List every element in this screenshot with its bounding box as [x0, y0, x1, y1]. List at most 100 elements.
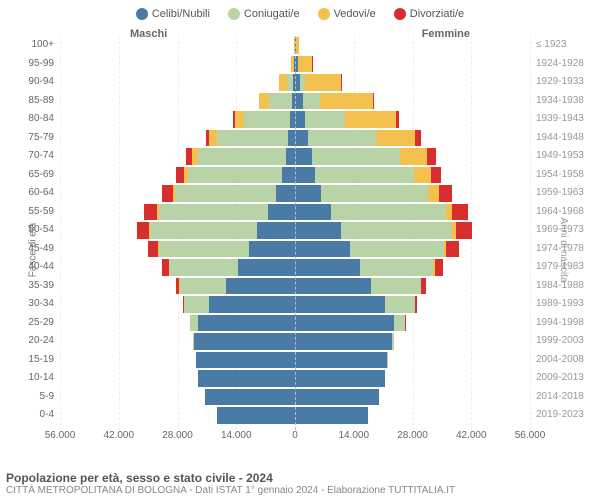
segment: [295, 204, 331, 221]
birth-label: 2009-2013: [536, 369, 596, 388]
segment: [238, 259, 295, 276]
segment: [427, 148, 435, 165]
segment: [428, 185, 438, 202]
segment: [180, 278, 226, 295]
age-label: 65-69: [12, 166, 54, 185]
segment: [209, 130, 217, 147]
segment: [268, 204, 295, 221]
segment: [415, 130, 421, 147]
segment: [295, 315, 394, 332]
legend-dot: [228, 8, 240, 20]
segment: [269, 93, 292, 110]
segment: [159, 204, 268, 221]
age-label: 35-39: [12, 277, 54, 296]
x-tick: 14.000: [221, 430, 252, 441]
segment: [288, 130, 295, 147]
segment: [286, 148, 295, 165]
age-label: 75-79: [12, 129, 54, 148]
legend-dot: [394, 8, 406, 20]
legend-dot: [136, 8, 148, 20]
legend-item: Divorziati/e: [394, 8, 464, 20]
x-tick: 56.000: [45, 430, 76, 441]
segment: [235, 111, 244, 128]
segment: [198, 370, 295, 387]
segment: [452, 204, 468, 221]
segment: [169, 259, 238, 276]
bar-f: [295, 315, 530, 332]
segment: [435, 259, 443, 276]
segment: [360, 259, 433, 276]
bar-f: [295, 296, 530, 313]
segment: [371, 278, 421, 295]
segment: [394, 315, 406, 332]
center-line: [295, 36, 296, 430]
birth-label: 1934-1938: [536, 92, 596, 111]
segment: [217, 130, 288, 147]
age-label: 85-89: [12, 92, 54, 111]
birth-label: 1979-1983: [536, 258, 596, 277]
birth-label: 1959-1963: [536, 184, 596, 203]
segment: [350, 241, 444, 258]
bar-f: [295, 278, 530, 295]
birth-label: 2014-2018: [536, 388, 596, 407]
segment: [282, 167, 295, 184]
bar-f: [295, 167, 530, 184]
bar-f: [295, 37, 530, 54]
segment: [244, 111, 290, 128]
bar-f: [295, 185, 530, 202]
bar-m: [60, 111, 295, 128]
age-label: 40-44: [12, 258, 54, 277]
legend-item: Celibi/Nubili: [136, 8, 210, 20]
segment: [176, 167, 184, 184]
segment: [341, 222, 452, 239]
bar-m: [60, 148, 295, 165]
bar-f: [295, 241, 530, 258]
bar-m: [60, 185, 295, 202]
bar-m: [60, 241, 295, 258]
chart-title: Popolazione per età, sesso e stato civil…: [6, 471, 594, 485]
segment: [188, 167, 282, 184]
age-label: 25-29: [12, 314, 54, 333]
segment: [295, 111, 305, 128]
x-tick: 0: [292, 430, 298, 441]
footer: Popolazione per età, sesso e stato civil…: [6, 471, 594, 496]
birth-label: 1964-1968: [536, 203, 596, 222]
birth-label: 1924-1928: [536, 55, 596, 74]
birth-label: 1939-1943: [536, 110, 596, 129]
segment: [198, 148, 286, 165]
bar-m: [60, 370, 295, 387]
age-label: 50-54: [12, 221, 54, 240]
birth-label: 1954-1958: [536, 166, 596, 185]
segment: [162, 259, 169, 276]
x-tick: 28.000: [162, 430, 193, 441]
segment: [137, 222, 150, 239]
x-tick: 42.000: [103, 430, 134, 441]
segment: [385, 296, 414, 313]
bar-m: [60, 222, 295, 239]
age-label: 100+: [12, 36, 54, 55]
birth-label: 1994-1998: [536, 314, 596, 333]
x-axis: 56.00042.00028.00014.000014.00028.00042.…: [60, 430, 530, 442]
segment: [295, 130, 308, 147]
bar-f: [295, 93, 530, 110]
segment: [194, 333, 295, 350]
segment: [184, 296, 209, 313]
segment: [400, 148, 427, 165]
segment: [308, 130, 375, 147]
segment: [249, 241, 295, 258]
bar-f: [295, 352, 530, 369]
legend-item: Coniugati/e: [228, 8, 300, 20]
bar-f: [295, 222, 530, 239]
bar-m: [60, 407, 295, 424]
birth-label: 1974-1978: [536, 240, 596, 259]
age-label: 80-84: [12, 110, 54, 129]
age-label: 55-59: [12, 203, 54, 222]
birth-label: ≤ 1923: [536, 36, 596, 55]
segment: [376, 130, 416, 147]
chart-area: 100+≤ 192395-991924-192890-941929-193385…: [60, 36, 530, 430]
bar-f: [295, 74, 530, 91]
legend-item: Vedovi/e: [318, 8, 376, 20]
segment: [175, 185, 276, 202]
segment: [456, 222, 472, 239]
bar-m: [60, 259, 295, 276]
